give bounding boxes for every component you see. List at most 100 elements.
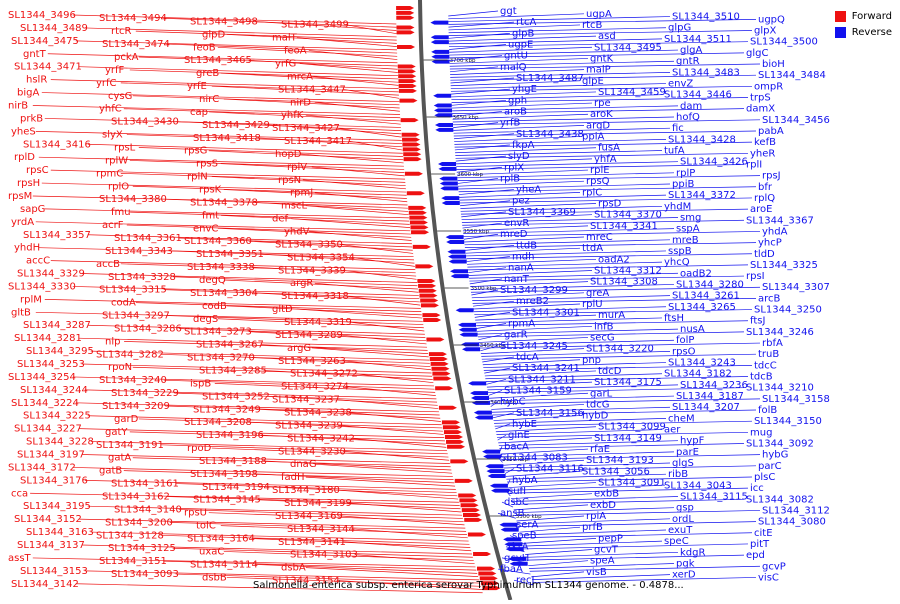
reverse-leader-line	[507, 476, 753, 483]
forward-gene-label: SL1344_3274	[281, 382, 349, 393]
reverse-leader-line	[453, 125, 585, 131]
reverse-gene-label: citE	[754, 528, 773, 539]
reverse-leader-line	[497, 434, 507, 441]
forward-gene-label: fmu	[111, 207, 131, 218]
reverse-gene-label: glpX	[754, 26, 776, 37]
forward-leader-line	[35, 311, 423, 322]
reverse-gene-label: mug	[750, 427, 772, 438]
forward-leader-line	[72, 467, 453, 477]
forward-leader-line	[263, 460, 452, 471]
reverse-leader-line	[465, 245, 515, 251]
forward-leader-line	[211, 447, 449, 458]
reverse-gene-label: SL1344_3308	[590, 277, 658, 288]
reverse-gene-arrow	[457, 322, 476, 327]
reverse-gene-label: tdcA	[516, 352, 539, 363]
forward-leader-line	[163, 379, 435, 390]
kbp-tick-label: 3700 kbp	[450, 58, 476, 64]
reverse-gene-label: hybD	[582, 411, 609, 422]
reverse-leader-line	[510, 493, 593, 500]
reverse-gene-label: epd	[746, 550, 765, 561]
forward-leader-line	[226, 305, 422, 316]
forward-gene-label: SL1344_3471	[14, 62, 82, 73]
reverse-gene-arrow	[438, 162, 457, 166]
reverse-leader-line	[469, 278, 503, 285]
forward-leader-line	[248, 331, 426, 342]
reverse-gene-label: SL1344_3207	[672, 402, 740, 413]
forward-gene-label: SL1344_3249	[193, 404, 261, 415]
forward-leader-line	[90, 350, 430, 361]
reverse-gene-label: visB	[586, 567, 607, 578]
forward-gene-arrow	[479, 576, 498, 581]
forward-leader-line	[84, 480, 456, 490]
reverse-leader-line	[449, 60, 675, 67]
forward-gene-label: SL1344_3227	[14, 424, 82, 435]
reverse-gene-arrow	[462, 347, 481, 352]
forward-leader-line	[44, 118, 401, 128]
reverse-leader-line	[470, 284, 675, 290]
reverse-gene-label: tktA	[508, 542, 529, 553]
reverse-gene-arrow	[434, 108, 453, 113]
forward-gene-label: rplW	[105, 155, 128, 166]
forward-gene-arrow	[430, 361, 449, 366]
forward-gene-label: yrdA	[11, 217, 34, 228]
reverse-leader-line	[495, 423, 511, 430]
forward-leader-line	[129, 69, 399, 80]
forward-gene-arrow	[411, 230, 430, 235]
reverse-gene-arrow	[441, 196, 460, 201]
reverse-leader-line	[485, 373, 663, 380]
forward-gene-label: SL1344_3103	[290, 550, 358, 561]
reverse-gene-label: SL1344_3511	[664, 34, 732, 45]
reverse-leader-line	[450, 83, 667, 89]
forward-gene-label: rpsM	[8, 191, 32, 202]
forward-gene-arrow	[477, 566, 496, 571]
forward-gene-label: dnaG	[290, 459, 317, 470]
reverse-leader-line	[460, 205, 663, 212]
reverse-leader-line	[523, 543, 749, 550]
reverse-gene-label: ugpQ	[758, 14, 785, 25]
reverse-gene-label: hofQ	[676, 112, 700, 123]
forward-leader-line	[75, 583, 483, 594]
reverse-leader-line	[529, 565, 761, 572]
reverse-gene-arrow	[441, 201, 460, 205]
forward-gene-label: slyX	[102, 130, 123, 141]
reverse-gene-label: nanT	[504, 274, 530, 285]
reverse-gene-label: pepP	[598, 533, 623, 544]
forward-leader-line	[178, 328, 426, 338]
reverse-gene-label: SL1344_3367	[746, 215, 814, 226]
forward-gene-label: rpoD	[187, 443, 212, 454]
reverse-gene-label: kdgR	[680, 547, 705, 558]
forward-gene-label: ispB	[190, 378, 211, 389]
forward-gene-label: yhfC	[99, 104, 122, 115]
reverse-gene-label: mreD	[500, 229, 528, 240]
forward-gene-arrow	[435, 386, 454, 391]
reverse-gene-arrow	[448, 259, 467, 264]
forward-leader-line	[81, 544, 472, 555]
reverse-leader-line	[532, 577, 757, 583]
forward-gene-arrow	[402, 137, 421, 142]
forward-leader-line	[135, 30, 397, 41]
reverse-gene-label: garL	[590, 388, 613, 399]
forward-gene-arrow	[409, 215, 428, 220]
reverse-gene-label: rpmA	[508, 319, 535, 330]
reverse-leader-line	[525, 549, 593, 555]
forward-gene-label: SL1344_3176	[20, 475, 88, 486]
forward-gene-arrow	[429, 357, 448, 361]
reverse-gene-label: gph	[508, 95, 527, 106]
reverse-leader-line	[451, 97, 749, 103]
reverse-leader-line	[514, 507, 675, 514]
reverse-gene-label: garR	[504, 330, 528, 341]
forward-leader-line	[339, 244, 414, 254]
reverse-gene-arrow	[470, 391, 489, 396]
forward-gene-label: rplO	[108, 181, 129, 192]
reverse-gene-arrow	[485, 464, 504, 469]
forward-leader-line	[166, 315, 424, 325]
reverse-gene-arrow	[445, 235, 464, 240]
forward-gene-arrow	[441, 420, 460, 425]
reverse-gene-arrow	[439, 181, 458, 186]
reverse-leader-line	[501, 557, 528, 564]
reverse-leader-line	[507, 479, 511, 485]
forward-leader-line	[166, 43, 398, 54]
forward-leader-line	[314, 101, 400, 112]
forward-leader-line	[163, 289, 420, 300]
